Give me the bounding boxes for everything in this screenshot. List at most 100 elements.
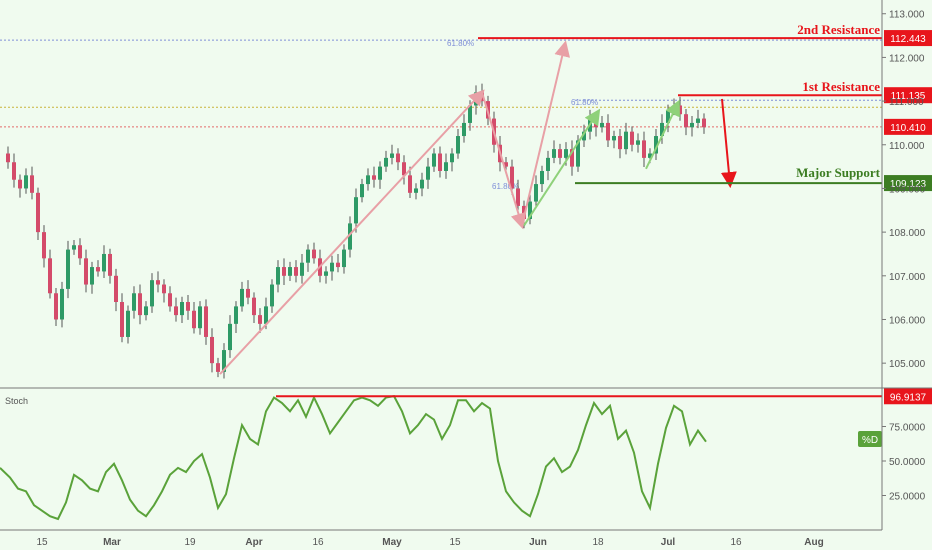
candle-up [660,122,664,137]
candle-down [438,153,442,171]
candle-down [36,192,40,233]
price-badge [884,87,932,104]
candle-down [594,118,598,128]
price-tick-label: 106.000 [889,315,926,326]
stoch-tick-label: 25.0000 [889,492,926,503]
major-support-label: Major Support [796,165,881,180]
candle-up [540,170,544,185]
candle-down [162,284,166,294]
candle-down [258,315,262,324]
fib-label: 61.80% [492,182,519,191]
candle-up [366,175,370,185]
candle-up [612,136,616,141]
candle-up [180,302,184,316]
price-tick-label: 110.000 [889,141,925,152]
stoch-tick-label: 75.0000 [889,423,926,434]
candle-down [42,232,46,259]
time-tick-label: 19 [184,537,196,548]
candle-up [102,253,106,272]
candle-down [12,162,16,180]
candle-up [126,310,130,337]
candle-up [636,140,640,145]
time-tick-label: Jul [661,537,676,548]
price-badge-label: 110.410 [890,123,926,134]
candle-down [570,149,574,167]
price-tick-label: 111.000 [889,97,924,108]
price-badge [884,118,932,135]
candle-up [342,249,346,268]
price-tick-label: 108.000 [889,228,926,239]
candle-up [450,153,454,163]
candle-up [222,350,226,372]
stoch-panel: Stoch 96.9137 %D [0,388,932,521]
candle-down [18,179,22,189]
candle-down [168,293,172,307]
candle-down [642,140,646,158]
candle-up [624,131,628,150]
candle-up [24,175,28,189]
candle-up [90,267,94,285]
trend-arrows [219,40,737,375]
price-tick-label: 109.000 [889,184,926,195]
candle-up [582,131,586,141]
second-resistance-label: 2nd Resistance [797,22,880,37]
candle-down [606,122,610,141]
candle-up [198,306,202,329]
candle-down [336,262,340,268]
candle-down [114,275,118,303]
candle-up [228,323,232,351]
pullback-arrow [481,92,527,230]
candle-down [558,149,562,158]
down-arrow [720,98,737,189]
candle-up [144,306,148,316]
candle-up [72,245,76,250]
time-tick-label: Jun [529,537,547,548]
candle-down [48,258,52,294]
candle-up [462,122,466,137]
stoch-level-badge [884,388,932,405]
projection-arrow [521,40,571,226]
candle-down [282,267,286,276]
time-tick-label: 16 [312,537,324,548]
stoch-legend-label: %D [862,435,878,446]
stoch-legend-badge [858,431,882,447]
candle-up [132,293,136,311]
price-badge-label: 111.135 [891,91,926,102]
price-badge [884,175,932,192]
time-tick-label: Mar [103,537,121,548]
candle-down [504,162,508,167]
candle-down [516,188,520,206]
candle-up [456,136,460,154]
candle-down [210,336,214,364]
candle-up [390,153,394,158]
candle-up [300,262,304,276]
candle-down [204,306,208,337]
candle-down [138,293,142,316]
candle-down [408,175,412,193]
candle-down [702,118,706,128]
stoch-level-label: 96.9137 [890,392,927,403]
candle-down [252,297,256,316]
candle-up [576,140,580,167]
candle-down [246,288,250,298]
uptrend-arrow [219,89,485,375]
candle-down [120,302,124,337]
candle-up [240,288,244,307]
price-badge-label: 109.123 [890,179,927,190]
candle-down [678,105,682,115]
time-tick-label: 16 [730,537,742,548]
time-tick-label: Apr [245,537,262,548]
candle-down [84,258,88,285]
candle-up [690,122,694,128]
candle-up [66,249,70,289]
candle-up [348,223,352,250]
candle-up [546,157,550,171]
time-tick-label: 15 [449,537,461,548]
candle-up [324,271,328,276]
candle-up [384,157,388,167]
price-tick-label: 105.000 [889,359,926,370]
candles [6,83,706,379]
candle-up [654,136,658,154]
candle-up [150,280,154,307]
